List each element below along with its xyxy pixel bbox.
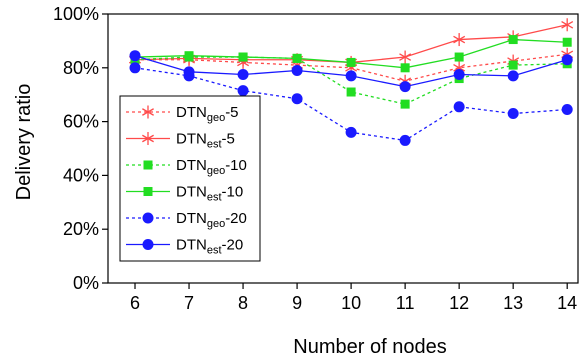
data-point xyxy=(142,132,154,145)
legend-label: DTNgeo-5 xyxy=(176,104,239,124)
legend-item: DTNgeo-5 xyxy=(126,104,239,124)
legend-item: DTNest-5 xyxy=(126,131,235,151)
asterisk-stroke xyxy=(142,108,154,116)
data-point xyxy=(345,70,357,82)
data-point xyxy=(142,105,154,119)
data-point xyxy=(292,53,302,63)
asterisk-stroke xyxy=(561,20,574,29)
data-point xyxy=(238,52,248,62)
plot-border xyxy=(107,13,579,284)
data-point xyxy=(143,160,153,170)
legend-label: DTNgeo-20 xyxy=(176,210,247,230)
data-point xyxy=(399,50,412,64)
x-axis: 6 7 8 9 10 11 12 13 14 xyxy=(130,283,577,313)
data-point xyxy=(184,51,194,61)
data-point xyxy=(400,99,410,109)
y-tick-label: 40% xyxy=(63,165,99,185)
data-point xyxy=(143,187,153,196)
y-axis: 0% 20% 40% 60% 80% 100% xyxy=(53,4,108,293)
x-tick-label: 6 xyxy=(130,293,140,313)
data-point xyxy=(399,81,411,93)
data-point xyxy=(508,60,518,70)
legend-item: DTNgeo-10 xyxy=(126,157,247,177)
data-point xyxy=(561,18,574,32)
y-tick-label: 60% xyxy=(63,112,99,132)
series-est-20 xyxy=(129,50,573,93)
data-point xyxy=(562,37,572,47)
legend-label: DTNgeo-10 xyxy=(176,157,247,177)
legend-label: DTNest-20 xyxy=(176,237,243,257)
data-point xyxy=(508,35,518,45)
asterisk-stroke xyxy=(453,35,466,44)
x-axis-title: Number of nodes xyxy=(293,336,446,358)
y-tick-label: 80% xyxy=(63,58,99,78)
x-tick-label: 11 xyxy=(396,293,415,313)
data-point xyxy=(453,101,465,113)
legend: DTNgeo-5 DTNest-5 DTNgeo-10 DTNest-10 DTNgeo… xyxy=(119,95,261,262)
x-tick-label: 12 xyxy=(449,293,469,313)
data-point xyxy=(129,62,141,74)
data-point xyxy=(453,33,466,47)
data-point xyxy=(507,70,519,82)
data-point xyxy=(400,63,410,73)
series-line xyxy=(134,56,568,105)
x-tick-label: 8 xyxy=(238,293,248,313)
y-tick-label: 20% xyxy=(63,219,99,239)
series-layer xyxy=(129,18,574,146)
data-point xyxy=(291,64,303,76)
y-tick-label: 0% xyxy=(73,273,99,293)
asterisk-stroke xyxy=(399,53,412,61)
asterisk-stroke xyxy=(142,134,154,143)
asterisk-stroke xyxy=(453,63,466,72)
data-point xyxy=(454,52,464,62)
data-point xyxy=(237,85,249,97)
x-tick-label: 14 xyxy=(557,293,577,313)
legend-label: DTNest-5 xyxy=(176,131,235,151)
data-point xyxy=(345,126,357,138)
data-point xyxy=(561,103,573,115)
data-point xyxy=(346,57,356,67)
legend-item: DTNgeo-20 xyxy=(126,210,247,230)
x-tick-label: 7 xyxy=(184,293,194,313)
data-point xyxy=(399,134,411,146)
data-point xyxy=(453,69,465,81)
legend-item: DTNest-20 xyxy=(126,237,243,257)
x-tick-label: 13 xyxy=(503,293,523,313)
data-point xyxy=(142,212,154,224)
data-point xyxy=(507,108,519,120)
data-point xyxy=(129,50,141,62)
y-axis-title: Delivery ratio xyxy=(13,84,35,201)
y-tick-label: 100% xyxy=(53,4,99,24)
x-tick-label: 10 xyxy=(341,293,361,313)
data-point xyxy=(561,54,573,66)
series-geo-20 xyxy=(129,62,573,146)
legend-item: DTNest-10 xyxy=(126,184,243,204)
legend-label: DTNest-10 xyxy=(176,184,243,204)
data-point xyxy=(291,93,303,105)
data-point xyxy=(346,87,356,97)
series-est-10 xyxy=(130,35,572,73)
data-point xyxy=(237,69,249,81)
x-tick-label: 9 xyxy=(292,293,302,313)
data-point xyxy=(183,66,195,78)
data-point xyxy=(142,239,154,250)
legend-box xyxy=(119,95,261,262)
plot-area xyxy=(107,13,579,284)
